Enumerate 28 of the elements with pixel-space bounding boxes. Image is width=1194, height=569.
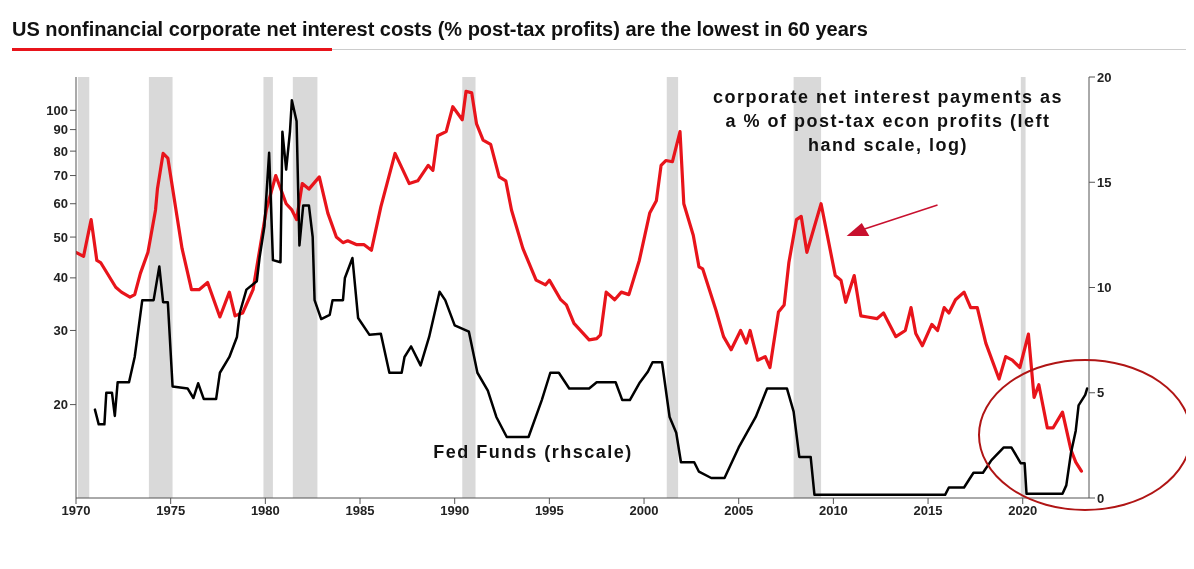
x-tick-label: 1975 <box>156 503 186 519</box>
y2-tick-label: 5 <box>1097 385 1105 401</box>
y2-tick-label: 0 <box>1097 490 1105 506</box>
series-label: Fed Funds (rhscale) <box>432 441 634 464</box>
chart-title: US nonfinancial corporate net interest costs (% post-tax profits) are the lowest in 60 years <box>11 17 869 41</box>
x-tick-label: 1995 <box>534 503 564 519</box>
y-tick-label: 60 <box>53 196 68 212</box>
y2-tick-label: 10 <box>1097 280 1112 296</box>
x-tick-label: 2020 <box>1008 503 1038 519</box>
y-tick-label: 40 <box>53 270 68 286</box>
x-tick-label: 2015 <box>913 503 943 519</box>
y-tick-label: 100 <box>46 102 68 118</box>
x-tick-label: 2005 <box>724 503 754 519</box>
x-tick-label: 1970 <box>61 503 91 519</box>
y2-tick-label: 15 <box>1097 174 1112 190</box>
x-tick-label: 1990 <box>440 503 470 519</box>
y-tick-label: 30 <box>53 323 68 339</box>
x-tick-label: 2000 <box>629 503 659 519</box>
y-tick-label: 70 <box>53 168 68 184</box>
y2-tick-label: 20 <box>1097 69 1112 85</box>
x-tick-label: 1980 <box>250 503 280 519</box>
y-tick-label: 20 <box>53 397 68 413</box>
x-tick-label: 2010 <box>818 503 848 519</box>
series-label: corporate net interest payments as a % of post-tax econ profits (left hand scale, log) <box>711 86 1065 157</box>
y-tick-label: 80 <box>53 143 68 159</box>
x-tick-label: 1985 <box>345 503 375 519</box>
y-tick-label: 90 <box>53 122 68 138</box>
y-tick-label: 50 <box>53 229 68 245</box>
